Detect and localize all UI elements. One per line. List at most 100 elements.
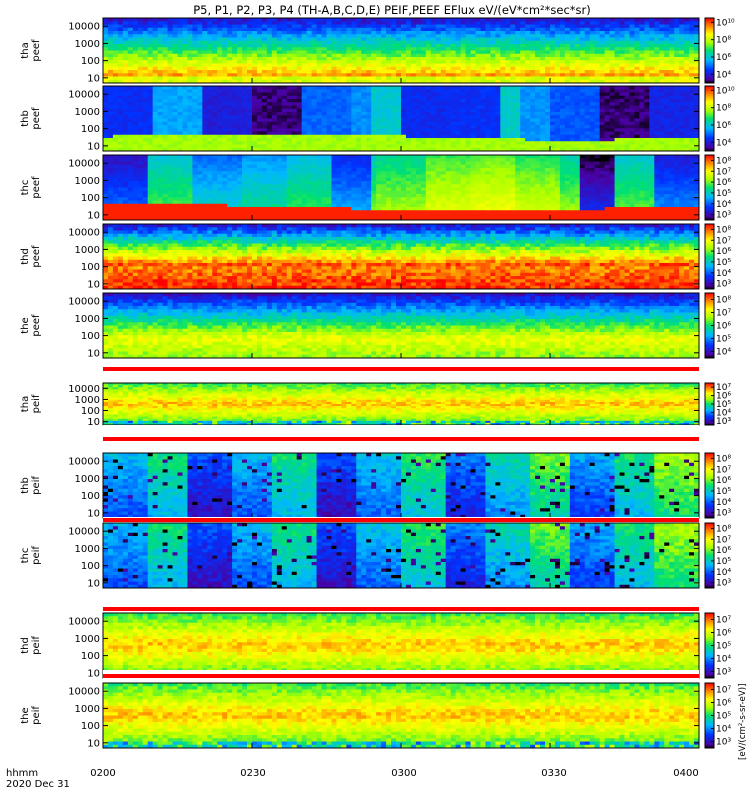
heatmap-cell	[331, 18, 337, 22]
heatmap-cell	[684, 60, 690, 64]
heatmap-cell	[584, 125, 591, 129]
heatmap-cell	[510, 44, 516, 48]
heatmap-cell	[351, 21, 357, 25]
heatmap-cell	[386, 131, 392, 136]
heatmap-cell	[117, 144, 124, 149]
heatmap-cell	[177, 89, 183, 93]
heatmap-cell	[624, 125, 630, 129]
heatmap-cell	[212, 53, 218, 58]
heatmap-cell	[127, 76, 134, 81]
heatmap-cell	[634, 147, 640, 152]
heatmap-cell	[187, 89, 193, 93]
heatmap-cell	[247, 50, 253, 55]
heatmap-cell	[634, 37, 640, 42]
heatmap-cell	[242, 57, 248, 61]
heatmap-cell	[589, 24, 596, 29]
heatmap-cell	[530, 73, 536, 77]
heatmap-cell	[540, 121, 546, 126]
heatmap-cell	[624, 63, 630, 68]
heatmap-cell	[356, 125, 362, 129]
heatmap-cell	[291, 115, 298, 119]
heatmap-cell	[386, 47, 392, 51]
heatmap-cell	[644, 34, 650, 38]
heatmap-cell	[217, 86, 223, 90]
heatmap-cell	[326, 105, 332, 110]
heatmap-cell	[550, 144, 556, 149]
heatmap-cell	[331, 31, 337, 35]
heatmap-cell	[485, 115, 491, 119]
heatmap-cell	[599, 24, 606, 29]
heatmap-cell	[142, 31, 149, 35]
heatmap-cell	[435, 131, 442, 136]
heatmap-cell	[301, 118, 308, 123]
heatmap-cell	[401, 21, 407, 25]
heatmap-cell	[609, 102, 615, 106]
heatmap-cell	[207, 60, 213, 64]
heatmap-cell	[574, 76, 581, 81]
heatmap-cell	[594, 131, 601, 136]
heatmap-cell	[197, 37, 203, 42]
heatmap-cell	[122, 171, 129, 175]
heatmap-cell	[187, 34, 193, 38]
heatmap-cell	[261, 138, 268, 142]
heatmap-cell	[286, 125, 293, 129]
heatmap-cell	[569, 105, 576, 110]
heatmap-cell	[336, 27, 342, 32]
heatmap-cell	[550, 50, 556, 55]
heatmap-cell	[321, 115, 327, 119]
heatmap-cell	[152, 66, 159, 71]
heatmap-cell	[574, 147, 581, 152]
heatmap-cell	[261, 131, 268, 136]
heatmap-cell	[679, 79, 685, 84]
heatmap-cell	[222, 86, 228, 90]
heatmap-cell	[485, 131, 491, 136]
heatmap-cell	[669, 128, 675, 132]
heatmap-cell	[589, 73, 596, 77]
heatmap-cell	[301, 63, 308, 68]
heatmap-cell	[430, 44, 437, 48]
heatmap-cell	[669, 147, 675, 152]
heatmap-cell	[316, 147, 322, 152]
heatmap-cell	[669, 37, 675, 42]
heatmap-cell	[396, 102, 402, 106]
heatmap-cell	[341, 128, 347, 132]
heatmap-cell	[550, 53, 556, 58]
heatmap-cell	[341, 50, 347, 55]
heatmap-cell	[495, 57, 501, 61]
heatmap-cell	[376, 112, 382, 116]
heatmap-cell	[639, 76, 645, 81]
heatmap-cell	[405, 18, 412, 22]
heatmap-cell	[659, 95, 665, 100]
heatmap-cell	[142, 112, 149, 116]
heatmap-cell	[172, 125, 178, 129]
heatmap-cell	[336, 134, 342, 139]
heatmap-cell	[594, 18, 601, 22]
heatmap-cell	[326, 24, 332, 29]
heatmap-cell	[242, 50, 248, 55]
heatmap-cell	[475, 115, 481, 119]
heatmap-cell	[485, 118, 491, 123]
heatmap-cell	[579, 92, 586, 97]
heatmap-cell	[381, 53, 387, 58]
heatmap-cell	[614, 63, 620, 68]
heatmap-cell	[396, 63, 402, 68]
heatmap-cell	[559, 102, 566, 106]
heatmap-cell	[624, 95, 630, 100]
heatmap-cell	[505, 112, 511, 116]
heatmap-cell	[242, 73, 248, 77]
heatmap-cell	[401, 125, 407, 129]
heatmap-cell	[440, 31, 447, 35]
heatmap-cell	[420, 86, 427, 90]
heatmap-cell	[435, 86, 442, 90]
heatmap-cell	[177, 47, 183, 51]
heatmap-cell	[103, 60, 109, 64]
heatmap-cell	[634, 134, 640, 139]
heatmap-cell	[629, 27, 635, 32]
heatmap-cell	[396, 131, 402, 136]
heatmap-cell	[172, 31, 178, 35]
heatmap-cell	[450, 66, 457, 71]
heatmap-cell	[405, 53, 412, 58]
heatmap-cell	[331, 73, 337, 77]
heatmap-cell	[515, 50, 521, 55]
heatmap-cell	[247, 118, 253, 123]
